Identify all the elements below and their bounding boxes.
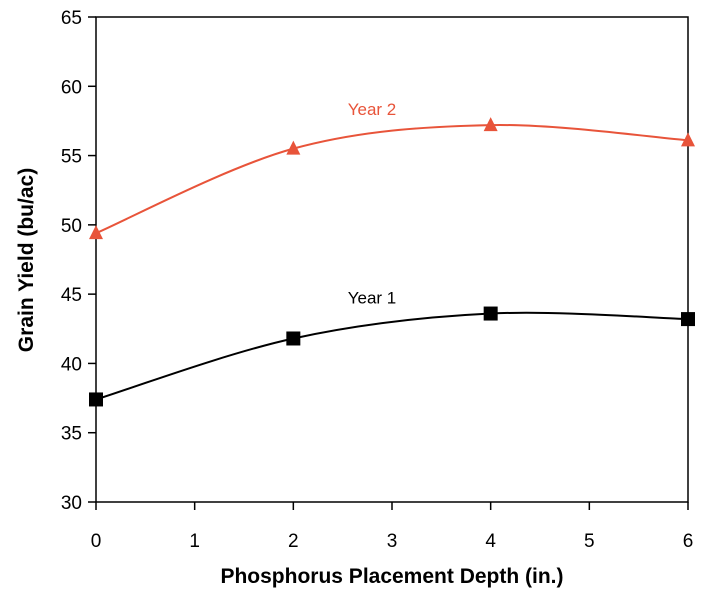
x-tick-label: 5: [584, 531, 595, 552]
x-tick-label: 1: [189, 531, 200, 552]
series-line-year-2: [95, 124, 689, 235]
series-label-year-1: Year 1: [348, 289, 397, 308]
y-tick-label: 40: [61, 354, 82, 375]
data-point: [286, 331, 301, 346]
y-tick-label: 50: [61, 216, 82, 237]
series-label-year-2: Year 2: [348, 100, 397, 119]
x-tick-label: 0: [91, 531, 102, 552]
series-year-2: Year 2: [89, 100, 695, 240]
x-tick-label: 6: [683, 531, 694, 552]
y-tick-label: 30: [61, 493, 82, 514]
plot-frame: [95, 16, 689, 503]
series-layer: Year 1 Year 2: [89, 100, 695, 407]
data-point: [483, 306, 498, 321]
data-point: [681, 312, 695, 327]
y-tick-label: 35: [61, 424, 82, 445]
series-year-1: Year 1: [89, 289, 695, 407]
y-tick-label: 65: [61, 8, 82, 29]
data-point: [89, 392, 103, 407]
data-point: [681, 132, 695, 147]
data-point: [483, 117, 498, 132]
x-tick-label: 2: [288, 531, 299, 552]
y-tick-label: 60: [61, 77, 82, 98]
x-axis: 0 1 2 3 4 5 6: [91, 502, 694, 552]
series-line-year-1: [95, 311, 689, 401]
x-tick-label: 4: [485, 531, 496, 552]
y-axis-title: Grain Yield (bu/ac): [15, 168, 38, 352]
plot-border: [95, 16, 689, 503]
x-tick-label: 3: [387, 531, 398, 552]
data-point: [89, 225, 103, 240]
data-point: [286, 140, 301, 155]
y-axis: 30 35 40 45 50 55 60 65: [61, 8, 96, 514]
y-tick-label: 55: [61, 147, 82, 168]
x-axis-title: Phosphorus Placement Depth (in.): [220, 565, 563, 588]
y-tick-label: 45: [61, 285, 82, 306]
